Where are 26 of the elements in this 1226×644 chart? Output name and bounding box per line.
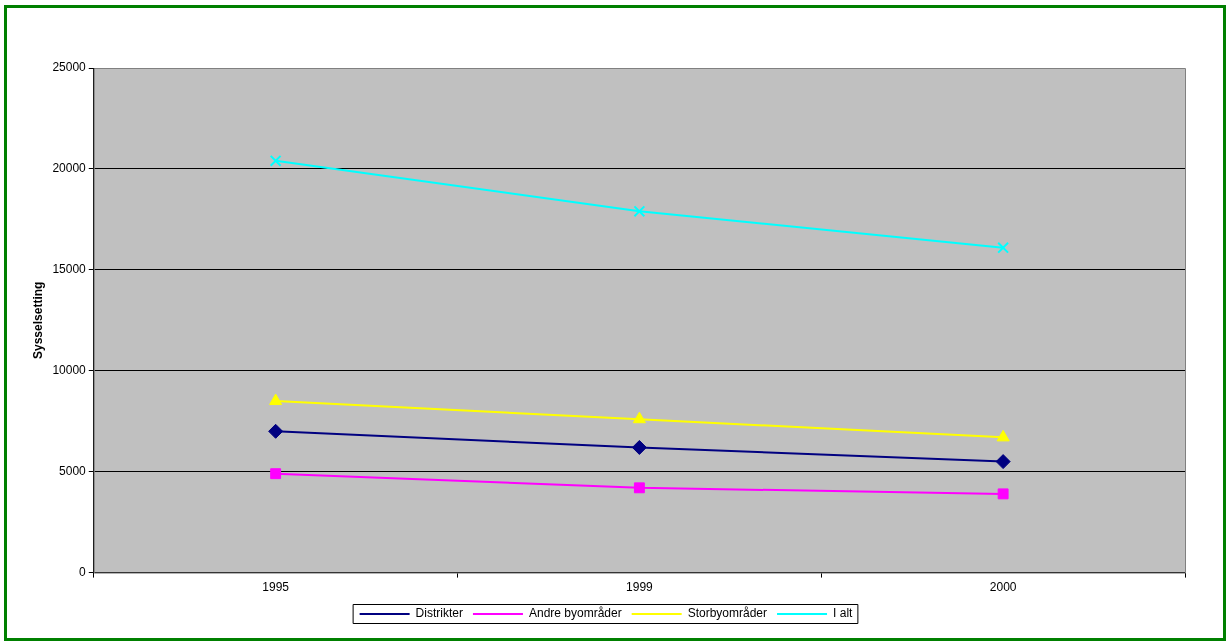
- y-tick-label: 5000: [59, 463, 87, 478]
- point: [997, 241, 1010, 254]
- legend-label: I alt: [833, 606, 854, 621]
- legend-label: Andre byområder: [528, 606, 622, 621]
- legend-label: Storbyområder: [687, 606, 768, 621]
- point: [995, 454, 1011, 470]
- y-tick-label: 25000: [52, 60, 87, 75]
- point: [997, 488, 1009, 500]
- point: [269, 154, 282, 167]
- point: [268, 423, 284, 439]
- point: [269, 393, 283, 406]
- point: [996, 429, 1010, 442]
- point: [270, 468, 282, 480]
- y-tick-label: 15000: [52, 262, 87, 277]
- point: [633, 205, 646, 218]
- point: [633, 482, 645, 494]
- legend-label: Distrikter: [415, 606, 463, 621]
- y-tick-label: 10000: [52, 363, 87, 378]
- x-tick-label: 1995: [262, 580, 290, 595]
- point: [631, 439, 647, 455]
- y-axis-title: Sysselsetting: [30, 281, 45, 359]
- x-tick-label: 1999: [626, 580, 654, 595]
- point: [632, 411, 646, 424]
- y-tick-label: 0: [79, 564, 87, 579]
- y-tick-label: 20000: [52, 161, 87, 176]
- x-tick-label: 2000: [989, 580, 1017, 595]
